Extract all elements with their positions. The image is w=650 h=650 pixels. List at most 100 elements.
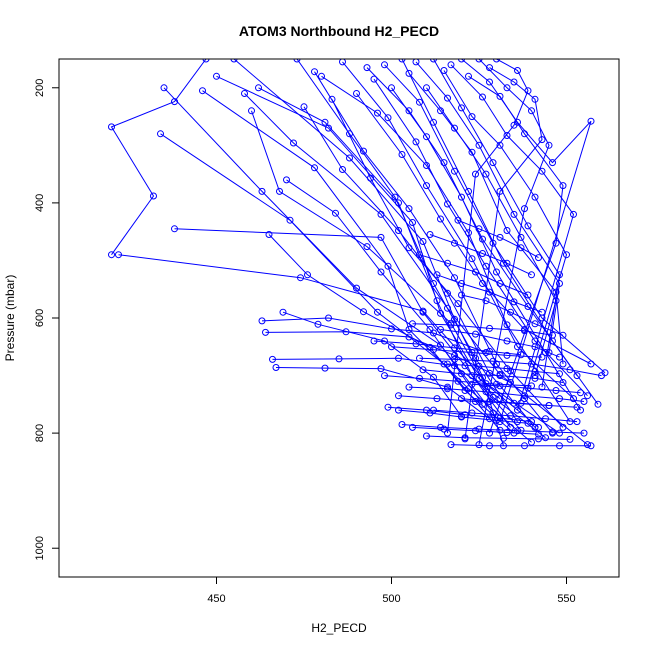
series-line: [429, 234, 532, 276]
data-point: [444, 200, 451, 208]
data-point: [531, 320, 539, 328]
data-point: [559, 331, 567, 339]
data-point: [419, 308, 427, 316]
data-point: [451, 351, 458, 359]
data-point: [556, 370, 563, 378]
data-point: [475, 141, 483, 149]
data-point: [461, 411, 469, 419]
data-point: [370, 75, 378, 83]
series-58: [454, 216, 542, 262]
data-point: [503, 227, 511, 234]
data-point: [433, 297, 441, 305]
data-point: [524, 222, 532, 230]
data-point: [535, 423, 542, 431]
data-point: [503, 365, 511, 373]
series-line: [461, 294, 564, 336]
series-line: [160, 133, 501, 431]
data-point: [451, 315, 458, 323]
data-point: [416, 251, 423, 259]
data-point: [258, 317, 266, 325]
data-point: [451, 239, 458, 247]
y-tick-label: 600: [34, 309, 46, 327]
data-point: [468, 113, 476, 121]
data-point: [475, 225, 483, 233]
data-point: [482, 170, 490, 178]
data-point: [405, 383, 413, 391]
series-56: [416, 251, 532, 299]
data-point: [360, 308, 367, 316]
data-point: [514, 67, 521, 74]
data-point: [440, 425, 448, 433]
series-line: [251, 110, 546, 439]
data-point: [556, 429, 563, 437]
data-point: [405, 107, 413, 115]
series-53: [370, 337, 525, 359]
series-42: [405, 383, 588, 405]
series-line: [282, 311, 462, 417]
data-point: [108, 123, 115, 131]
series-61: [458, 395, 581, 411]
series-line: [436, 274, 543, 313]
data-point: [514, 343, 521, 351]
series-63: [444, 360, 563, 378]
data-point: [412, 138, 420, 146]
series-line: [419, 357, 602, 377]
data-point: [451, 167, 458, 175]
data-point: [503, 132, 511, 139]
data-point: [559, 182, 567, 190]
data-point: [479, 400, 486, 408]
series-22: [328, 95, 567, 431]
series-line: [464, 67, 543, 439]
data-point: [458, 370, 465, 378]
data-point: [430, 118, 437, 126]
data-point: [444, 385, 451, 393]
series-line: [296, 59, 518, 422]
data-point: [426, 343, 434, 351]
data-point: [486, 324, 493, 332]
series-line: [461, 398, 578, 408]
data-point: [262, 328, 269, 336]
data-point: [531, 423, 539, 431]
series-47: [419, 366, 567, 386]
data-point: [395, 227, 402, 234]
series-9: [248, 107, 549, 442]
data-point: [276, 187, 283, 195]
series-line: [461, 59, 592, 422]
data-point: [510, 78, 518, 86]
data-point: [433, 395, 441, 403]
y-tick-label: 1000: [34, 536, 46, 560]
data-point: [517, 233, 525, 241]
data-point: [528, 360, 535, 368]
data-point: [213, 72, 220, 80]
chart-title: ATOM3 Northbound H2_PECD: [239, 23, 439, 39]
data-point: [412, 340, 420, 348]
data-point: [304, 271, 311, 279]
series-line: [331, 99, 564, 428]
data-point: [503, 84, 511, 92]
data-point: [535, 435, 542, 443]
data-point: [300, 103, 308, 111]
series-59: [395, 406, 532, 427]
series-62: [468, 380, 584, 397]
data-point: [374, 109, 381, 117]
data-point: [444, 259, 451, 267]
data-point: [549, 331, 556, 339]
data-point: [451, 124, 458, 132]
data-point: [353, 284, 360, 292]
data-point: [314, 320, 322, 328]
data-point: [430, 59, 437, 63]
data-point: [230, 59, 238, 63]
series-2: [157, 130, 504, 434]
data-point: [454, 377, 462, 385]
data-point: [423, 182, 430, 190]
series-line: [342, 61, 574, 399]
data-point: [311, 164, 318, 172]
data-point: [458, 291, 465, 299]
series-line: [321, 75, 571, 422]
data-point: [381, 372, 388, 380]
data-point: [486, 347, 493, 355]
data-point: [535, 254, 542, 262]
data-point: [573, 418, 581, 426]
data-point: [496, 382, 504, 390]
data-point: [458, 193, 465, 201]
